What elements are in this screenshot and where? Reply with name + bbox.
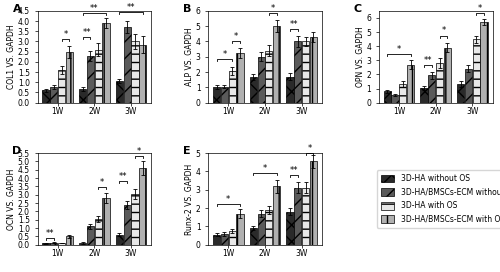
Bar bbox=[116, 81, 123, 103]
Bar bbox=[286, 77, 294, 103]
Bar bbox=[294, 188, 302, 245]
Y-axis label: Runx-2 VS. GAPDH: Runx-2 VS. GAPDH bbox=[185, 163, 194, 234]
Text: **: ** bbox=[290, 20, 298, 29]
Bar bbox=[94, 50, 102, 103]
Text: **: ** bbox=[424, 56, 432, 65]
Bar bbox=[102, 23, 110, 103]
Text: *: * bbox=[100, 178, 104, 187]
Bar bbox=[428, 75, 436, 103]
Text: *: * bbox=[222, 50, 226, 59]
Text: *: * bbox=[263, 164, 267, 173]
Text: **: ** bbox=[290, 166, 298, 175]
Text: **: ** bbox=[82, 28, 91, 37]
Y-axis label: OCN VS. GAPDH: OCN VS. GAPDH bbox=[8, 168, 16, 230]
Y-axis label: OPN VS. GAPDH: OPN VS. GAPDH bbox=[356, 26, 365, 87]
Text: *: * bbox=[234, 32, 238, 41]
Bar bbox=[310, 37, 317, 103]
Bar bbox=[399, 84, 406, 103]
Bar bbox=[258, 57, 264, 103]
Bar bbox=[124, 205, 131, 245]
Text: **: ** bbox=[90, 4, 98, 13]
Bar bbox=[266, 51, 272, 103]
Bar bbox=[273, 26, 280, 103]
Bar bbox=[392, 95, 398, 103]
Bar bbox=[236, 53, 244, 103]
Bar bbox=[87, 227, 94, 245]
Bar bbox=[58, 70, 65, 103]
Bar bbox=[42, 243, 50, 245]
Bar bbox=[50, 243, 58, 245]
Y-axis label: COL1 VS. GAPDH: COL1 VS. GAPDH bbox=[8, 24, 16, 89]
Bar bbox=[87, 56, 94, 103]
Text: *: * bbox=[478, 4, 482, 13]
Bar bbox=[258, 214, 264, 245]
Bar bbox=[213, 235, 220, 245]
Bar bbox=[66, 236, 73, 245]
Text: E: E bbox=[183, 146, 190, 156]
Text: *: * bbox=[308, 144, 312, 153]
Bar bbox=[221, 234, 228, 245]
Bar bbox=[221, 86, 228, 103]
Bar bbox=[480, 22, 488, 103]
Text: **: ** bbox=[119, 172, 128, 181]
Text: *: * bbox=[442, 26, 446, 35]
Bar bbox=[273, 186, 280, 245]
Text: C: C bbox=[354, 4, 362, 14]
Text: **: ** bbox=[46, 228, 54, 237]
Bar bbox=[132, 41, 138, 103]
Text: *: * bbox=[64, 30, 68, 39]
Legend: 3D-HA without OS, 3D-HA/BMSCs-ECM without OS, 3D-HA with OS, 3D-HA/BMSCs-ECM wit: 3D-HA without OS, 3D-HA/BMSCs-ECM withou… bbox=[377, 170, 500, 228]
Bar bbox=[124, 27, 131, 103]
Bar bbox=[302, 41, 309, 103]
Bar bbox=[302, 188, 309, 245]
Bar bbox=[79, 243, 86, 245]
Text: *: * bbox=[136, 147, 141, 156]
Bar bbox=[384, 91, 391, 103]
Text: **: ** bbox=[127, 3, 136, 12]
Bar bbox=[116, 235, 123, 245]
Bar bbox=[472, 39, 480, 103]
Text: D: D bbox=[12, 146, 22, 156]
Text: *: * bbox=[397, 45, 401, 54]
Bar bbox=[102, 198, 110, 245]
Bar bbox=[42, 90, 50, 103]
Bar bbox=[266, 210, 272, 245]
Bar bbox=[213, 87, 220, 103]
Bar bbox=[407, 64, 414, 103]
Bar bbox=[228, 71, 236, 103]
Bar bbox=[436, 63, 443, 103]
Y-axis label: ALP VS. GAPDH: ALP VS. GAPDH bbox=[185, 27, 194, 86]
Bar bbox=[444, 48, 451, 103]
Bar bbox=[294, 41, 302, 103]
Bar bbox=[310, 161, 317, 245]
Bar bbox=[94, 219, 102, 245]
Bar bbox=[139, 168, 146, 245]
Bar bbox=[58, 243, 65, 245]
Bar bbox=[250, 228, 257, 245]
Text: B: B bbox=[183, 4, 192, 14]
Text: *: * bbox=[270, 4, 275, 13]
Bar bbox=[139, 45, 146, 103]
Bar bbox=[79, 89, 86, 103]
Bar bbox=[50, 87, 58, 103]
Bar bbox=[286, 212, 294, 245]
Text: *: * bbox=[226, 195, 230, 204]
Bar bbox=[228, 231, 236, 245]
Bar bbox=[457, 84, 464, 103]
Bar bbox=[250, 78, 257, 103]
Bar bbox=[465, 69, 472, 103]
Text: A: A bbox=[12, 4, 21, 14]
Bar bbox=[420, 88, 428, 103]
Bar bbox=[236, 214, 244, 245]
Bar bbox=[66, 52, 73, 103]
Bar bbox=[132, 194, 138, 245]
